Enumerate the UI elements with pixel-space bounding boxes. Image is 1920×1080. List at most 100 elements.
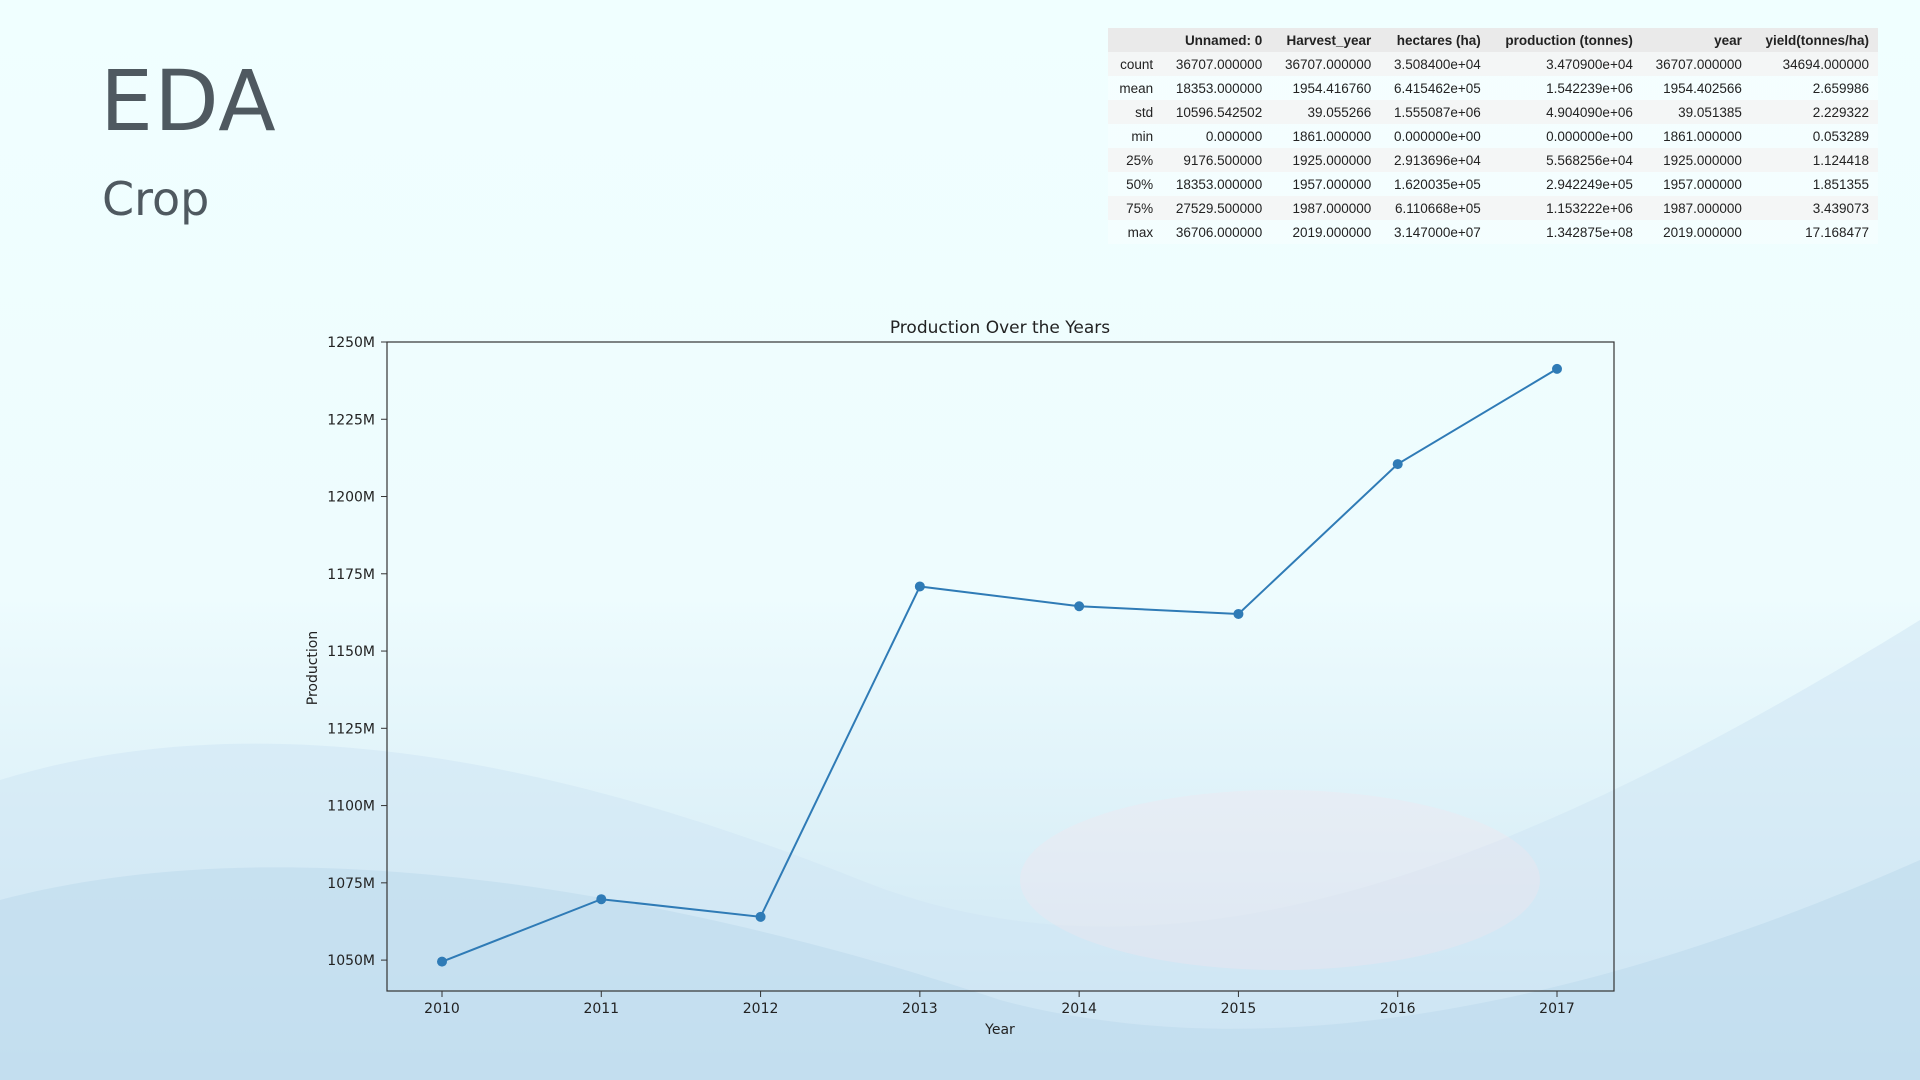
describe-table: Unnamed: 0 Harvest_year hectares (ha) produ… (1108, 28, 1878, 244)
table-cell: 1.851355 (1750, 172, 1878, 196)
x-tick-label: 2013 (902, 1001, 938, 1017)
table-row: min 0.000000 1861.000000 0.000000e+00 0.0000… (1108, 124, 1878, 148)
table-cell: 3.508400e+04 (1380, 52, 1490, 76)
table-corner-cell (1108, 28, 1163, 52)
table-cell: 1861.000000 (1271, 124, 1381, 148)
data-point-marker (1392, 459, 1403, 470)
table-row: 75% 27529.500000 1987.000000 6.110668e+05 1.… (1108, 196, 1878, 220)
table-row: max 36706.000000 2019.000000 3.147000e+07 1.… (1108, 220, 1878, 244)
table-cell: 1954.402566 (1641, 76, 1751, 100)
table-cell: 39.055266 (1271, 100, 1381, 124)
table-row-label: count (1108, 52, 1163, 76)
table-cell: 6.415462e+05 (1380, 76, 1490, 100)
x-axis-label: Year (984, 1022, 1015, 1038)
table-row-label: 25% (1108, 148, 1163, 172)
table-cell: 1925.000000 (1641, 148, 1751, 172)
data-point-marker (1074, 601, 1085, 612)
x-tick-label: 2011 (583, 1001, 619, 1017)
y-tick-label: 1075M (327, 876, 375, 892)
x-tick-label: 2017 (1539, 1001, 1575, 1017)
table-cell: 1987.000000 (1271, 196, 1381, 220)
table-cell: 0.000000 (1162, 124, 1272, 148)
slide-title: EDA (100, 52, 277, 150)
table-cell: 18353.000000 (1162, 172, 1272, 196)
table-cell: 2.229322 (1750, 100, 1878, 124)
x-tick-label: 2010 (424, 1001, 460, 1017)
table-cell: 1.620035e+05 (1380, 172, 1490, 196)
x-tick-label: 2014 (1061, 1001, 1097, 1017)
table-cell: 0.000000e+00 (1380, 124, 1490, 148)
table-cell: 2.913696e+04 (1380, 148, 1490, 172)
x-tick-label: 2016 (1380, 1001, 1416, 1017)
table-cell: 36707.000000 (1271, 52, 1381, 76)
data-point-marker (596, 894, 607, 905)
table-cell: 17.168477 (1750, 220, 1878, 244)
y-axis-label: Production (305, 631, 321, 705)
table-cell: 2.942249e+05 (1489, 172, 1642, 196)
table-cell: 18353.000000 (1162, 76, 1272, 100)
y-tick-label: 1125M (327, 721, 375, 737)
table-cell: 3.439073 (1750, 196, 1878, 220)
table-row: 50% 18353.000000 1957.000000 1.620035e+05 2.… (1108, 172, 1878, 196)
table-column-header: Unnamed: 0 (1162, 28, 1272, 52)
table-cell: 2019.000000 (1641, 220, 1751, 244)
table-cell: 1.542239e+06 (1489, 76, 1642, 100)
table-cell: 3.147000e+07 (1380, 220, 1490, 244)
table-body: count 36707.000000 36707.000000 3.508400e+0… (1108, 52, 1878, 244)
plot-area-frame (386, 341, 1615, 992)
table-header-row: Unnamed: 0 Harvest_year hectares (ha) produ… (1108, 28, 1878, 52)
table-row-label: 75% (1108, 196, 1163, 220)
table-cell: 6.110668e+05 (1380, 196, 1490, 220)
table-cell: 36707.000000 (1162, 52, 1272, 76)
table-row: std 10596.542502 39.055266 1.555087e+06 4.90… (1108, 100, 1878, 124)
table-column-header: hectares (ha) (1380, 28, 1490, 52)
data-point-marker (755, 911, 766, 922)
chart-title: Production Over the Years (890, 318, 1110, 338)
table-cell: 1954.416760 (1271, 76, 1381, 100)
table-column-header: year (1641, 28, 1751, 52)
y-tick-label: 1100M (327, 799, 375, 815)
table-cell: 2.659986 (1750, 76, 1878, 100)
table-cell: 1.342875e+08 (1489, 220, 1642, 244)
table-cell: 1957.000000 (1641, 172, 1751, 196)
data-point-marker (1233, 608, 1244, 619)
table-cell: 5.568256e+04 (1489, 148, 1642, 172)
y-tick-label: 1175M (327, 567, 375, 583)
data-point-marker (1552, 363, 1562, 374)
table-cell: 1861.000000 (1641, 124, 1751, 148)
table-cell: 36707.000000 (1641, 52, 1751, 76)
table-cell: 3.470900e+04 (1489, 52, 1642, 76)
table-cell: 10596.542502 (1162, 100, 1272, 124)
table-cell: 9176.500000 (1162, 148, 1272, 172)
y-tick-label: 1050M (327, 953, 375, 969)
table-row: mean 18353.000000 1954.416760 6.415462e+05 1… (1108, 76, 1878, 100)
table-cell: 1.153222e+06 (1489, 196, 1642, 220)
data-point-marker (437, 956, 447, 967)
production-series-line (441, 368, 1558, 963)
table-column-header: Harvest_year (1271, 28, 1381, 52)
y-tick-label: 1250M (327, 335, 375, 351)
y-tick-label: 1225M (327, 412, 375, 428)
table-row-label: min (1108, 124, 1163, 148)
table-cell: 39.051385 (1641, 100, 1751, 124)
table-row: count 36707.000000 36707.000000 3.508400e+0… (1108, 52, 1878, 76)
table-cell: 1.124418 (1750, 148, 1878, 172)
data-point-marker (914, 581, 925, 592)
table-column-header: production (tonnes) (1489, 28, 1642, 52)
table-cell: 34694.000000 (1750, 52, 1878, 76)
table-cell: 1987.000000 (1641, 196, 1751, 220)
x-tick-label: 2012 (743, 1001, 779, 1017)
table-cell: 1957.000000 (1271, 172, 1381, 196)
table-row-label: 50% (1108, 172, 1163, 196)
table-cell: 1.555087e+06 (1380, 100, 1490, 124)
table-row-label: mean (1108, 76, 1163, 100)
x-tick-label: 2015 (1221, 1001, 1257, 1017)
table-row-label: std (1108, 100, 1163, 124)
table-cell: 0.000000e+00 (1489, 124, 1642, 148)
table-column-header: yield(tonnes/ha) (1750, 28, 1878, 52)
y-tick-label: 1200M (327, 490, 375, 506)
slide-subtitle: Crop (102, 172, 210, 226)
y-tick-label: 1150M (327, 644, 375, 660)
